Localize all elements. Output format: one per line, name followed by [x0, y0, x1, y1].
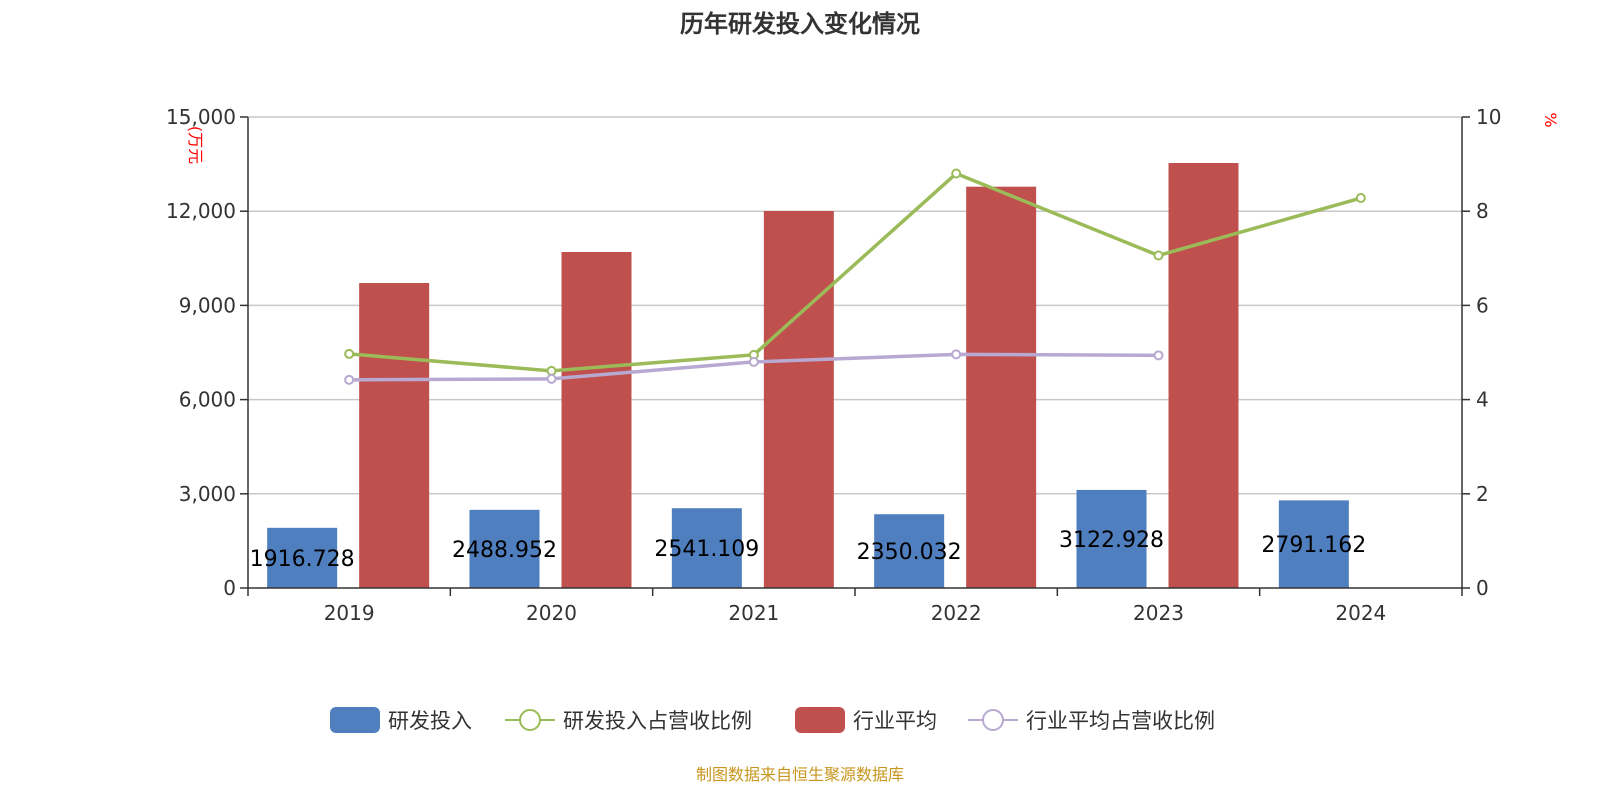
- bar-data-label: 3122.928: [1059, 528, 1164, 553]
- bar-data-label: 2350.032: [857, 540, 962, 565]
- legend-label: 行业平均占营收比例: [1026, 709, 1215, 733]
- x-tick-label: 2020: [526, 601, 577, 625]
- legend: 研发投入 研发投入占营收比例 行业平均 行业平均占营收比例: [330, 707, 1215, 733]
- left-tick-label: 6,000: [179, 388, 236, 412]
- source-note: 制图数据来自恒生聚源数据库: [696, 765, 904, 784]
- line-point[interactable]: [951, 349, 962, 360]
- left-tick-label: 15,000: [166, 105, 236, 129]
- right-tick-label: 8: [1476, 199, 1489, 223]
- line-point[interactable]: [344, 348, 355, 359]
- legend-marker: [519, 709, 541, 731]
- right-axis-unit: %: [1541, 112, 1560, 127]
- bar-industry-average[interactable]: [359, 283, 430, 588]
- line-point[interactable]: [546, 365, 557, 376]
- right-tick-label: 2: [1476, 482, 1489, 506]
- bar-data-label: 2488.952: [452, 538, 557, 563]
- x-tick-label: 2024: [1335, 601, 1386, 625]
- bar-data-label: 2791.162: [1261, 533, 1366, 558]
- bar-rd-investment[interactable]: [1278, 500, 1349, 588]
- line-point[interactable]: [344, 374, 355, 385]
- legend-label: 研发投入: [388, 709, 472, 733]
- left-axis-unit: (万元: [186, 126, 205, 164]
- legend-item[interactable]: 行业平均: [795, 707, 937, 733]
- bar-industry-average[interactable]: [763, 211, 834, 588]
- right-tick-label: 6: [1476, 293, 1489, 317]
- bar-data-label: 2541.109: [654, 537, 759, 562]
- left-tick-label: 12,000: [166, 199, 236, 223]
- legend-item[interactable]: 行业平均占营收比例: [968, 709, 1215, 733]
- left-tick-label: 9,000: [179, 293, 236, 317]
- right-tick-label: 0: [1476, 576, 1489, 600]
- bar-rd-investment[interactable]: [267, 527, 338, 588]
- line-point[interactable]: [1153, 250, 1164, 261]
- line-point[interactable]: [1153, 350, 1164, 361]
- line-point[interactable]: [951, 168, 962, 179]
- line-point[interactable]: [748, 356, 759, 367]
- bar-rd-investment[interactable]: [1076, 489, 1147, 588]
- x-tick-label: 2021: [728, 601, 779, 625]
- bar-rd-investment[interactable]: [469, 509, 540, 588]
- legend-item[interactable]: 研发投入: [330, 707, 472, 733]
- bar-industry-average[interactable]: [561, 251, 632, 589]
- legend-label: 行业平均: [853, 709, 937, 733]
- x-tick-label: 2019: [324, 601, 375, 625]
- left-tick-label: 3,000: [179, 482, 236, 506]
- right-tick-label: 10: [1476, 105, 1501, 129]
- left-tick-label: 0: [223, 576, 236, 600]
- bar-rd-investment[interactable]: [671, 508, 742, 588]
- line-point[interactable]: [546, 373, 557, 384]
- bar-industry-average[interactable]: [966, 186, 1037, 588]
- x-tick-label: 2022: [931, 601, 982, 625]
- x-tick-label: 2023: [1133, 601, 1184, 625]
- legend-label: 研发投入占营收比例: [563, 709, 752, 733]
- line-series: [349, 171, 1362, 373]
- legend-marker: [982, 709, 1004, 731]
- bar-rd-investment[interactable]: [874, 514, 945, 588]
- right-tick-label: 4: [1476, 388, 1489, 412]
- legend-bar-swatch: [330, 707, 380, 733]
- chart-title: 历年研发投入变化情况: [680, 10, 920, 38]
- line-point[interactable]: [1355, 193, 1366, 204]
- bar-data-label: 1916.728: [250, 547, 355, 572]
- legend-item[interactable]: 研发投入占营收比例: [505, 709, 752, 733]
- bar-industry-average[interactable]: [1168, 163, 1239, 588]
- legend-bar-swatch: [795, 707, 845, 733]
